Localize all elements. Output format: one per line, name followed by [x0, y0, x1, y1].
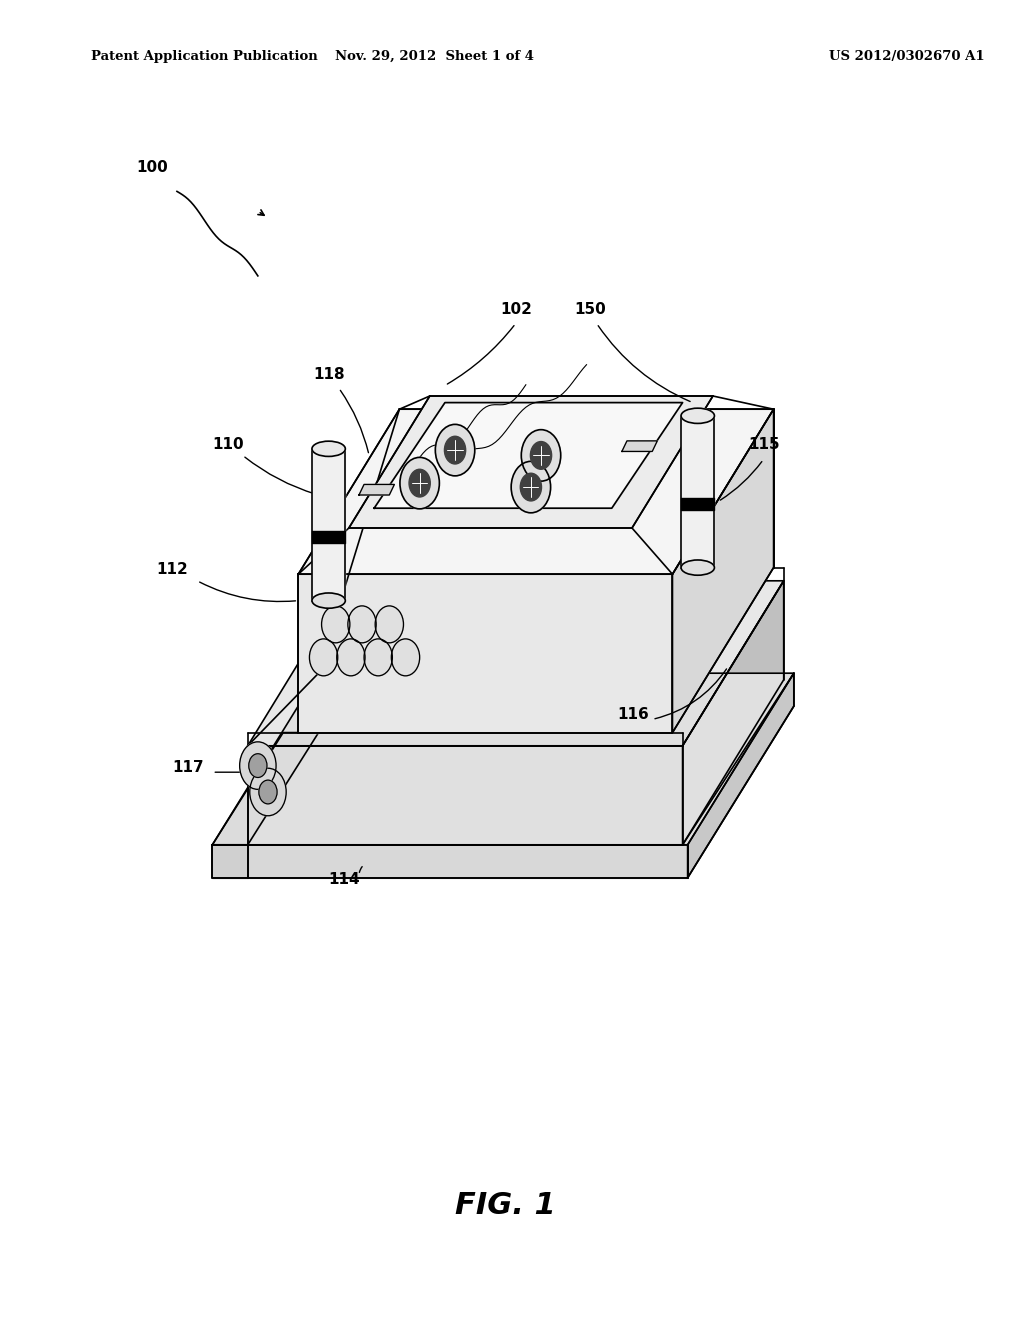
Polygon shape: [212, 845, 688, 878]
Text: 110: 110: [212, 437, 244, 451]
Polygon shape: [212, 673, 794, 845]
Polygon shape: [688, 673, 794, 878]
Polygon shape: [681, 416, 715, 568]
Text: 150: 150: [574, 302, 606, 317]
Circle shape: [259, 780, 278, 804]
Polygon shape: [359, 484, 394, 495]
Polygon shape: [298, 574, 673, 733]
Circle shape: [250, 768, 286, 816]
Text: Patent Application Publication: Patent Application Publication: [91, 50, 317, 63]
Circle shape: [435, 425, 475, 477]
Circle shape: [240, 742, 276, 789]
Polygon shape: [298, 409, 773, 574]
Ellipse shape: [312, 441, 345, 457]
Circle shape: [409, 470, 430, 498]
Polygon shape: [212, 845, 248, 878]
Polygon shape: [673, 409, 773, 733]
Text: 114: 114: [329, 873, 360, 887]
Text: 102: 102: [501, 302, 532, 317]
Text: 116: 116: [616, 708, 648, 722]
Circle shape: [249, 754, 267, 777]
Text: Nov. 29, 2012  Sheet 1 of 4: Nov. 29, 2012 Sheet 1 of 4: [335, 50, 535, 63]
Polygon shape: [683, 581, 783, 845]
Circle shape: [400, 458, 439, 510]
Polygon shape: [374, 403, 683, 508]
Circle shape: [365, 639, 392, 676]
Text: 115: 115: [749, 437, 780, 451]
Polygon shape: [248, 746, 683, 845]
Text: 100: 100: [136, 160, 168, 174]
Polygon shape: [248, 581, 783, 746]
Text: US 2012/0302670 A1: US 2012/0302670 A1: [829, 50, 985, 63]
Text: FIG. 1: FIG. 1: [456, 1191, 556, 1220]
Ellipse shape: [312, 593, 345, 609]
Polygon shape: [212, 733, 318, 845]
Circle shape: [322, 606, 350, 643]
Circle shape: [348, 606, 376, 643]
Circle shape: [521, 430, 561, 480]
Circle shape: [375, 606, 403, 643]
Circle shape: [337, 639, 365, 676]
Ellipse shape: [681, 560, 715, 576]
Ellipse shape: [681, 408, 715, 424]
Circle shape: [511, 462, 551, 513]
Text: 112: 112: [157, 562, 188, 577]
Circle shape: [444, 436, 466, 465]
Polygon shape: [312, 449, 345, 601]
Polygon shape: [349, 396, 713, 528]
Text: 117: 117: [172, 760, 204, 775]
Circle shape: [520, 474, 542, 502]
Circle shape: [530, 441, 552, 470]
Circle shape: [391, 639, 420, 676]
Text: 118: 118: [313, 367, 345, 381]
Polygon shape: [622, 441, 657, 451]
Circle shape: [309, 639, 338, 676]
